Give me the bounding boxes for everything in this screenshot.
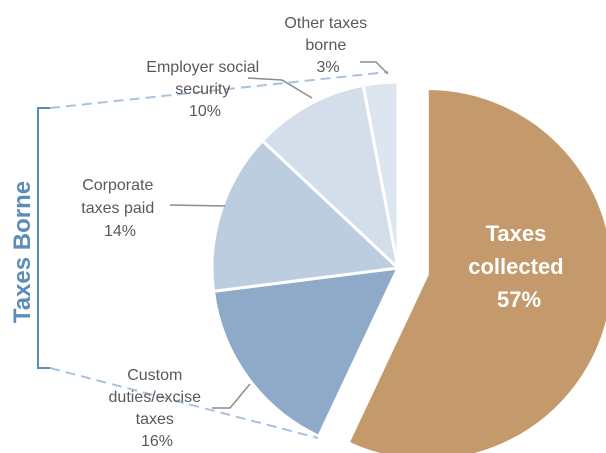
employer-social-security-label: Employer social security 10% xyxy=(146,59,263,120)
leader-employer xyxy=(247,77,313,99)
custom-duties-label: Custom duties/excise taxes 16% xyxy=(109,367,206,450)
taxes-borne-bracket xyxy=(37,71,389,439)
other-taxes-label: Other taxes borne 3% xyxy=(284,15,371,76)
bracket-line xyxy=(37,107,50,369)
bracket-dash-bottom xyxy=(49,367,319,439)
leader-custom xyxy=(212,383,251,409)
slice-custom-duties xyxy=(211,266,401,439)
bracket-title: Taxes Borne xyxy=(9,181,36,323)
leader-corporate xyxy=(169,204,226,207)
leader-lines xyxy=(169,61,389,409)
slice-corporate-taxes xyxy=(210,138,402,293)
slice-employer-social-security xyxy=(260,83,401,273)
slice-other-taxes-borne xyxy=(361,80,400,269)
bracket-dash-top xyxy=(49,71,389,109)
leader-other xyxy=(360,61,389,75)
corporate-taxes-label: Corporate taxes paid 14% xyxy=(81,177,158,240)
slice-taxes-collected xyxy=(346,87,606,453)
taxes-collected-label: Taxes collected 57% xyxy=(468,221,570,312)
